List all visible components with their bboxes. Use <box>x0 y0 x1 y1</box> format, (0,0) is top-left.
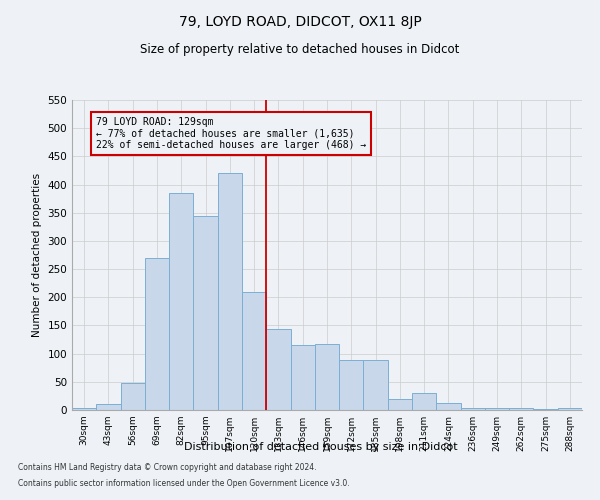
Bar <box>315 344 339 410</box>
Text: Contains HM Land Registry data © Crown copyright and database right 2024.: Contains HM Land Registry data © Crown c… <box>18 464 317 472</box>
Bar <box>72 408 96 410</box>
Bar <box>388 398 412 410</box>
Bar <box>169 193 193 410</box>
Text: Size of property relative to detached houses in Didcot: Size of property relative to detached ho… <box>140 42 460 56</box>
Bar <box>218 174 242 410</box>
Text: 79, LOYD ROAD, DIDCOT, OX11 8JP: 79, LOYD ROAD, DIDCOT, OX11 8JP <box>179 15 421 29</box>
Bar <box>242 292 266 410</box>
Bar <box>485 408 509 410</box>
Bar <box>145 258 169 410</box>
Bar <box>461 408 485 410</box>
Bar <box>412 393 436 410</box>
Bar <box>290 345 315 410</box>
Bar <box>266 330 290 410</box>
Text: Contains public sector information licensed under the Open Government Licence v3: Contains public sector information licen… <box>18 478 350 488</box>
Bar <box>121 383 145 410</box>
Bar <box>558 408 582 410</box>
Bar <box>509 408 533 410</box>
Bar <box>339 360 364 410</box>
Bar <box>193 216 218 410</box>
Bar <box>96 404 121 410</box>
Bar <box>436 403 461 410</box>
Y-axis label: Number of detached properties: Number of detached properties <box>32 173 42 337</box>
Bar <box>364 360 388 410</box>
Text: 79 LOYD ROAD: 129sqm
← 77% of detached houses are smaller (1,635)
22% of semi-de: 79 LOYD ROAD: 129sqm ← 77% of detached h… <box>96 117 367 150</box>
Text: Distribution of detached houses by size in Didcot: Distribution of detached houses by size … <box>184 442 458 452</box>
